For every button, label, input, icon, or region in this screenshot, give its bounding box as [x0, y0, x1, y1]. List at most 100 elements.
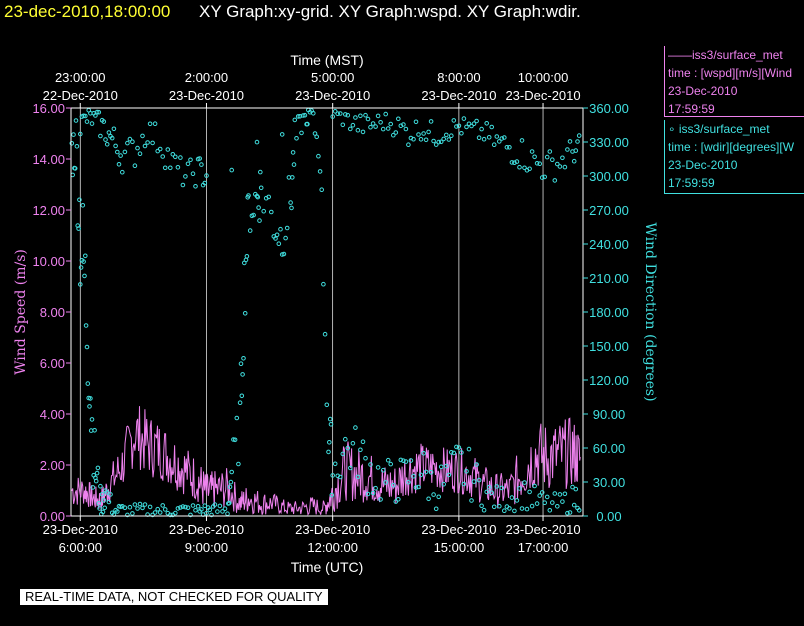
wind-direction-point	[421, 451, 426, 456]
wind-direction-point	[507, 506, 512, 511]
wind-direction-point	[517, 164, 522, 170]
wind-direction-point	[142, 143, 148, 149]
wind-direction-point	[99, 492, 105, 497]
wind-direction-point	[101, 119, 107, 124]
wind-direction-point	[560, 499, 565, 504]
x-tick-label: 12:00:00	[307, 540, 358, 555]
wind-direction-point	[305, 121, 310, 127]
wind-direction-point	[522, 165, 527, 171]
wind-direction-point	[232, 437, 238, 443]
wind-direction-point	[393, 499, 399, 504]
wind-direction-point	[113, 143, 118, 149]
wind-direction-point	[567, 510, 573, 515]
wind-direction-point	[125, 512, 130, 518]
wind-direction-point	[365, 116, 371, 122]
wind-direction-point	[255, 194, 261, 200]
wind-direction-point	[507, 145, 512, 150]
wind-direction-point	[215, 509, 220, 514]
y2-tick-label: 180.00	[589, 305, 629, 320]
wind-direction-point	[335, 111, 341, 116]
wind-direction-point	[426, 129, 431, 135]
wind-direction-point	[292, 117, 298, 123]
wind-direction-point	[266, 194, 272, 200]
wind-direction-point	[152, 510, 158, 515]
y2-tick-label: 120.00	[589, 373, 629, 388]
wind-direction-point	[340, 451, 346, 457]
wind-direction-point	[343, 436, 348, 442]
wind-direction-point	[115, 149, 120, 155]
wind-direction-point	[370, 490, 376, 496]
wind-direction-point	[423, 469, 429, 475]
wind-direction-point	[532, 483, 537, 489]
wind-direction-point	[396, 497, 401, 502]
wind-direction-point	[484, 489, 490, 495]
wind-direction-point	[504, 145, 510, 150]
wind-direction-point	[330, 114, 336, 119]
wind-direction-point	[552, 178, 558, 183]
wind-direction-point	[544, 494, 550, 500]
wind-direction-point	[168, 512, 173, 518]
wind-direction-point	[328, 422, 334, 427]
wind-direction-point	[311, 111, 316, 116]
wind-direction-point	[135, 145, 140, 151]
wind-direction-point	[373, 485, 378, 491]
wind-direction-point	[365, 491, 371, 497]
wind-speed-line	[71, 406, 581, 516]
wind-direction-point	[314, 134, 320, 140]
wind-direction-point	[499, 485, 505, 491]
top-x-tick-label: 5:00:00	[311, 70, 354, 85]
top-x-tick-label: 2:00:00	[185, 70, 228, 85]
wind-direction-point	[401, 122, 406, 127]
wind-direction-point	[127, 504, 133, 510]
y2-tick-label: 360.00	[589, 101, 629, 116]
wind-direction-point	[403, 126, 409, 132]
wind-direction-point	[474, 118, 479, 124]
wind-direction-point	[122, 505, 128, 511]
wind-direction-point	[391, 482, 396, 488]
wind-direction-point	[363, 455, 368, 461]
wind-direction-point	[373, 124, 378, 129]
wind-direction-point	[237, 400, 243, 406]
x-tick-label: 9:00:00	[185, 540, 228, 555]
y2-tick-label: 90.00	[593, 407, 626, 422]
wind-direction-point	[222, 506, 228, 512]
wind-direction-point	[93, 478, 99, 484]
wind-direction-point	[152, 121, 158, 126]
wind-direction-point	[92, 428, 97, 433]
wind-direction-point	[82, 273, 87, 279]
wind-direction-point	[94, 470, 100, 476]
wind-direction-point	[104, 142, 110, 147]
wind-direction-point	[229, 167, 234, 173]
wind-direction-point	[162, 165, 168, 171]
wind-direction-point	[350, 122, 356, 128]
y2-tick-label: 60.00	[593, 441, 626, 456]
y2-tick-label: 0.00	[596, 509, 621, 524]
wind-direction-point	[576, 133, 582, 138]
wind-direction-point	[542, 500, 548, 506]
wind-direction-point	[454, 444, 459, 450]
wind-direction-point	[471, 121, 477, 126]
wind-direction-point	[550, 500, 555, 505]
wind-direction-point	[348, 465, 353, 471]
wind-direction-point	[466, 121, 472, 127]
wind-direction-point	[446, 472, 452, 478]
wind-direction-point	[441, 481, 447, 487]
wind-direction-point	[388, 121, 394, 127]
wind-direction-point	[512, 508, 517, 514]
wind-direction-point	[353, 425, 358, 430]
y-tick-label: 10.00	[32, 254, 65, 269]
wind-direction-point	[273, 236, 278, 241]
legend-wspd-time: 17:59:59	[668, 102, 715, 116]
wind-direction-point	[197, 156, 202, 161]
wind-direction-point	[302, 112, 308, 118]
wind-direction-point	[162, 507, 168, 512]
wind-direction-point	[229, 469, 234, 475]
wind-direction-point	[281, 251, 287, 257]
wind-direction-point	[244, 253, 250, 259]
wind-direction-point	[173, 154, 178, 160]
wind-direction-point	[383, 480, 389, 485]
wind-direction-point	[444, 132, 449, 138]
wind-direction-point	[188, 157, 193, 163]
wind-direction-point	[122, 149, 128, 155]
wind-direction-point	[274, 232, 280, 238]
